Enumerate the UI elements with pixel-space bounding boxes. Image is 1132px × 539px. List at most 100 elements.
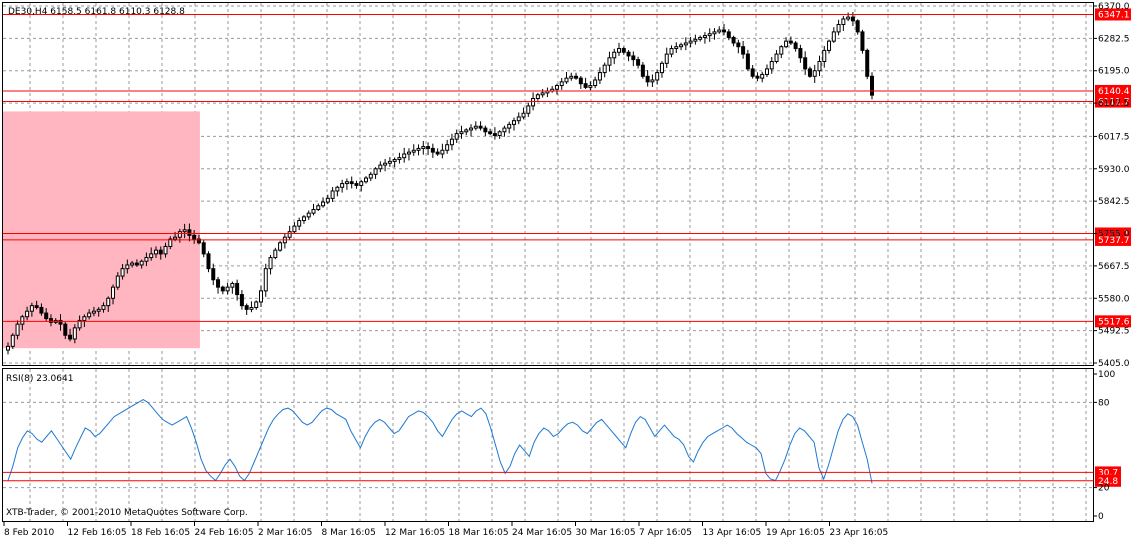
candle — [10, 333, 15, 350]
price-tick-label: 5930.0 — [1098, 165, 1130, 175]
candle — [316, 203, 321, 211]
candle — [526, 102, 531, 117]
candle — [149, 247, 154, 261]
candle — [6, 342, 10, 355]
price-level-badge — [1095, 8, 1131, 21]
rsi-panel[interactable] — [2, 368, 1094, 522]
candle — [120, 264, 125, 280]
candle — [788, 36, 793, 45]
price-level-badge — [1095, 315, 1131, 328]
candle — [158, 246, 163, 260]
candle — [359, 179, 364, 192]
candle — [855, 19, 860, 35]
candle — [745, 49, 750, 71]
candle — [807, 66, 812, 78]
highlight-zone — [3, 111, 200, 349]
candle — [29, 302, 34, 317]
candle — [230, 281, 235, 294]
candle — [39, 303, 44, 316]
candle — [449, 133, 454, 151]
rsi-tick-label: 100 — [1098, 370, 1115, 380]
time-tick-label: 24 Feb 16:05 — [195, 528, 254, 538]
candle — [201, 239, 206, 258]
candle — [421, 141, 426, 155]
candle — [798, 44, 803, 63]
candle — [784, 37, 789, 49]
price-tick-label: 5492.5 — [1098, 327, 1130, 337]
candle — [693, 34, 698, 45]
price-tick-label: 5755.0 — [1098, 230, 1130, 240]
candle — [340, 179, 345, 193]
candle — [48, 314, 53, 327]
candle — [822, 45, 827, 68]
price-tick-label: 6017.5 — [1098, 132, 1130, 142]
price-level[interactable]: 5737.7 — [3, 233, 1131, 246]
price-level[interactable]: 6111.7 — [3, 95, 1131, 108]
candle — [674, 42, 679, 53]
price-level-badge — [1095, 84, 1131, 97]
rsi-level[interactable]: 24.8 — [3, 474, 1121, 487]
candle — [445, 139, 450, 154]
rsi-tick-label: 20 — [1098, 484, 1110, 494]
candle — [559, 77, 564, 90]
candle — [139, 259, 144, 269]
candle — [392, 157, 397, 168]
candle — [817, 55, 822, 77]
candle — [297, 217, 302, 231]
candle — [593, 76, 598, 89]
candle — [607, 51, 612, 72]
price-level[interactable]: 6140.4 — [3, 84, 1131, 97]
price-level[interactable]: 5517.6 — [3, 315, 1131, 328]
candle — [683, 37, 688, 51]
candle — [564, 71, 569, 84]
candle — [769, 56, 774, 74]
candle — [387, 157, 392, 167]
candle — [469, 124, 474, 137]
candle — [15, 320, 20, 340]
candle — [636, 56, 641, 69]
time-tick-label: 13 Apr 16:05 — [703, 528, 762, 538]
candle — [115, 272, 120, 290]
rsi-axis: 100 80 20 0 — [1093, 370, 1115, 522]
candle — [626, 50, 631, 62]
candle — [659, 61, 664, 78]
time-tick-label: 19 Apr 16:05 — [766, 528, 825, 538]
price-tick-label: 5405.0 — [1098, 359, 1130, 369]
highlight-zone-layer — [3, 111, 200, 349]
candle — [631, 51, 636, 67]
time-tick-label: 2 Mar 16:05 — [258, 528, 312, 538]
rsi-series — [7, 399, 873, 484]
candle — [263, 263, 268, 297]
candle — [378, 161, 383, 173]
price-level-label: 5517.6 — [1098, 317, 1130, 327]
candle — [722, 23, 727, 36]
candle — [511, 117, 516, 131]
candle — [650, 74, 655, 87]
candle — [535, 92, 540, 101]
candle — [402, 147, 407, 163]
price-tick-label: 6107.5 — [1098, 99, 1130, 109]
rsi-level-label: 30.7 — [1098, 468, 1118, 478]
candle — [20, 314, 25, 331]
candle — [664, 47, 669, 68]
candle — [368, 171, 373, 182]
candle — [130, 260, 135, 268]
candle — [717, 26, 722, 34]
candle — [206, 251, 211, 273]
candle — [411, 144, 416, 156]
candle — [440, 143, 445, 159]
candle — [779, 45, 784, 59]
candle — [617, 42, 622, 56]
candle — [435, 148, 440, 156]
rsi-levels[interactable]: 30.724.8 — [3, 466, 1121, 487]
candle — [602, 62, 607, 78]
candle — [793, 41, 798, 52]
price-level[interactable]: 6347.1 — [3, 8, 1131, 21]
candle — [239, 290, 244, 310]
candle — [836, 19, 841, 36]
rsi-level-label: 24.8 — [1098, 477, 1118, 487]
candle — [726, 29, 731, 41]
candle — [870, 72, 874, 100]
